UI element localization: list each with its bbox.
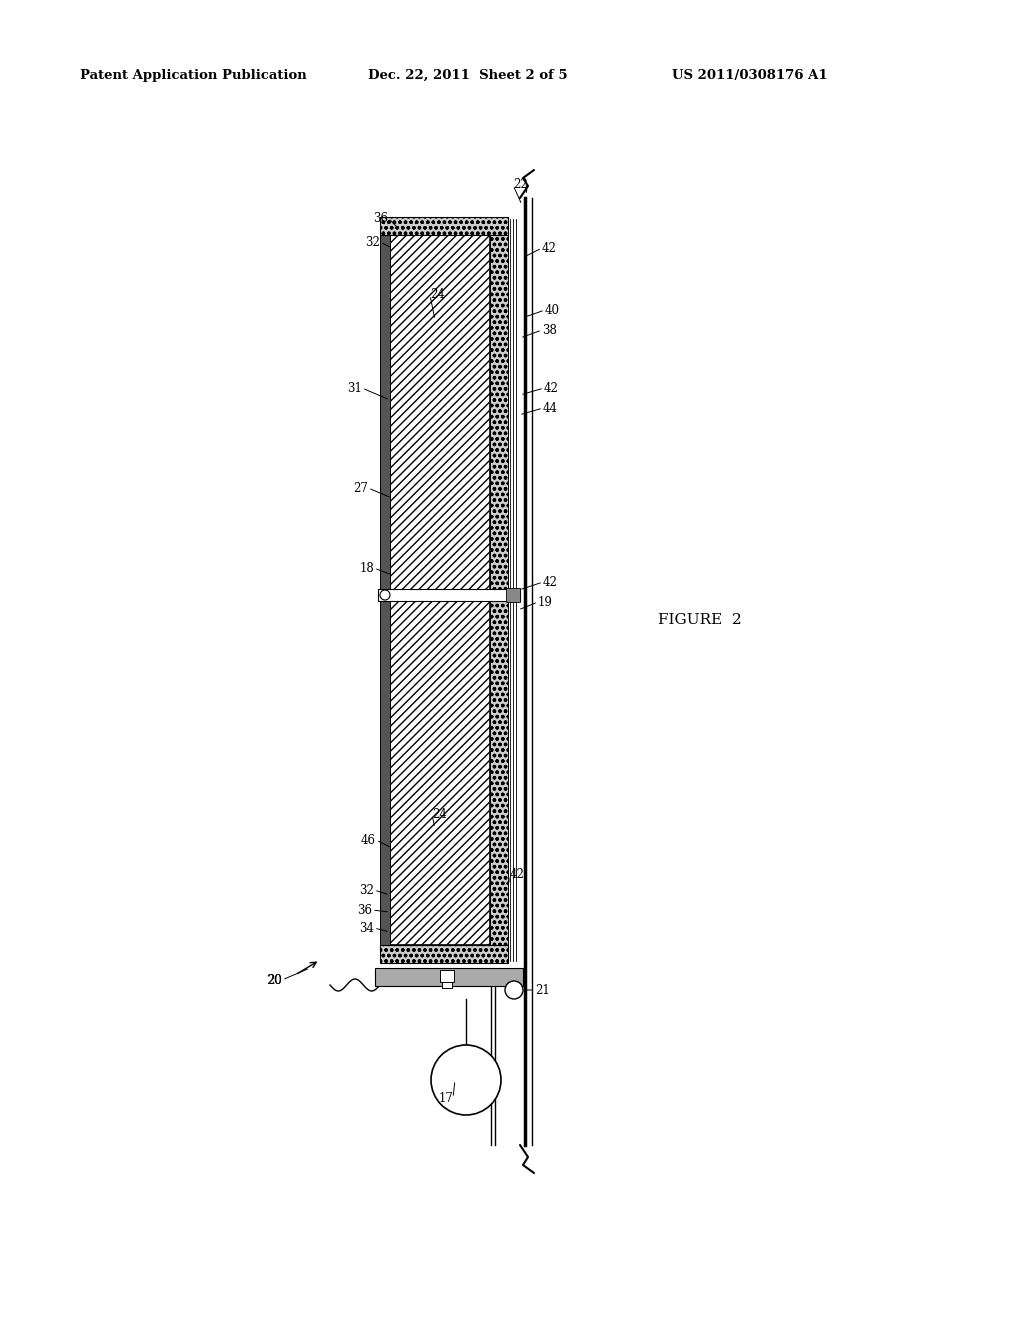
Text: 20: 20 — [266, 974, 282, 986]
Text: 34: 34 — [359, 921, 374, 935]
Text: 36: 36 — [373, 211, 388, 224]
Polygon shape — [380, 235, 390, 945]
Polygon shape — [390, 235, 490, 945]
Text: 32: 32 — [366, 235, 380, 248]
Text: 42: 42 — [542, 242, 557, 255]
Text: 31: 31 — [347, 381, 362, 395]
Text: 40: 40 — [545, 304, 560, 317]
Text: 36: 36 — [357, 903, 372, 916]
Text: Dec. 22, 2011  Sheet 2 of 5: Dec. 22, 2011 Sheet 2 of 5 — [368, 69, 567, 82]
Circle shape — [505, 981, 523, 999]
Text: FIGURE  2: FIGURE 2 — [658, 612, 741, 627]
Bar — [375, 968, 523, 986]
Text: 24: 24 — [432, 808, 446, 821]
Text: 20: 20 — [267, 974, 282, 986]
Text: 17: 17 — [438, 1092, 453, 1105]
Polygon shape — [380, 216, 508, 235]
Polygon shape — [490, 235, 508, 945]
Bar — [440, 970, 454, 982]
Text: 42: 42 — [510, 869, 525, 882]
Text: 18: 18 — [359, 561, 374, 574]
Text: 42: 42 — [543, 576, 558, 589]
Text: 22: 22 — [513, 178, 527, 191]
Bar — [442, 982, 452, 987]
Circle shape — [431, 1045, 501, 1115]
Circle shape — [380, 590, 390, 601]
Bar — [506, 587, 520, 602]
Text: 32: 32 — [359, 883, 374, 896]
Bar — [378, 589, 520, 601]
Text: 27: 27 — [353, 482, 368, 495]
Text: 38: 38 — [542, 323, 557, 337]
Text: 42: 42 — [544, 381, 559, 395]
Text: US 2011/0308176 A1: US 2011/0308176 A1 — [672, 69, 827, 82]
Text: 44: 44 — [543, 401, 558, 414]
Text: 24: 24 — [430, 289, 444, 301]
Text: Patent Application Publication: Patent Application Publication — [80, 69, 307, 82]
Polygon shape — [380, 945, 508, 964]
Text: 46: 46 — [361, 833, 376, 846]
Text: 21: 21 — [535, 983, 550, 997]
Text: 19: 19 — [538, 595, 553, 609]
